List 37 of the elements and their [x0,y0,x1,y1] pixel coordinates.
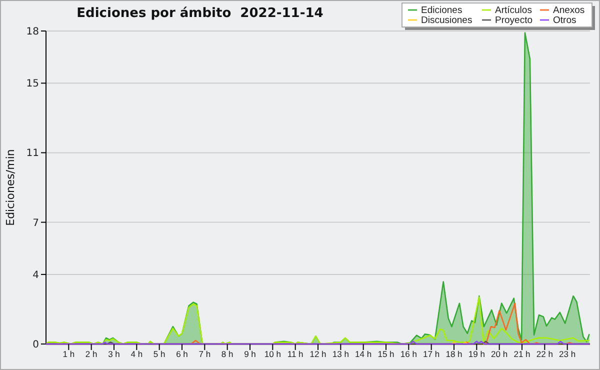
x-tick-label: 3 h [108,349,120,359]
y-axis-title: Ediciones/min [4,149,17,226]
x-tick-label: 6 h [176,349,188,359]
legend-label: Anexos [553,5,585,16]
x-tick-label: 1 h [62,349,75,359]
chart-title: Ediciones por ámbito 2022-11-14 [76,6,324,21]
x-tick-label: 12 h [310,349,327,359]
x-tick-label: 9 h [244,349,256,359]
x-tick-label: 17 h [423,349,440,359]
x-tick-label: 19 h [468,349,486,359]
x-tick-label: 14 h [355,349,372,359]
x-tick-label: 13 h [332,349,350,359]
y-tick-label: 7 [32,218,39,229]
x-tick-label: 18 h [446,349,463,359]
y-tick-label: 11 [26,148,39,160]
legend-label: Proyecto [495,15,532,26]
x-tick-label: 10 h [264,349,282,359]
y-tick-label: 0 [32,340,39,350]
x-tick-label: 2 h [85,349,98,359]
x-tick-label: 22 h [536,349,554,359]
legend-label: Otros [553,15,576,26]
x-tick-label: 8 h [221,349,234,359]
x-tick-label: 4 h [130,349,143,359]
legend-label: Discusiones [421,15,472,26]
y-tick-label: 15 [26,78,39,90]
y-tick-label: 18 [26,26,39,38]
y-tick-label: 4 [32,270,39,281]
x-tick-label: 7 h [198,349,211,359]
legend-label: Artículos [495,5,532,16]
x-tick-label: 11 h [287,349,304,359]
x-tick-label: 5 h [153,349,166,359]
x-tick-label: 16 h [400,349,418,359]
x-tick-label: 23 h [559,349,576,359]
x-tick-label: 21 h [514,349,531,359]
x-tick-label: 20 h [491,349,508,359]
legend-label: Ediciones [421,5,462,16]
x-tick-label: 15 h [378,349,395,359]
